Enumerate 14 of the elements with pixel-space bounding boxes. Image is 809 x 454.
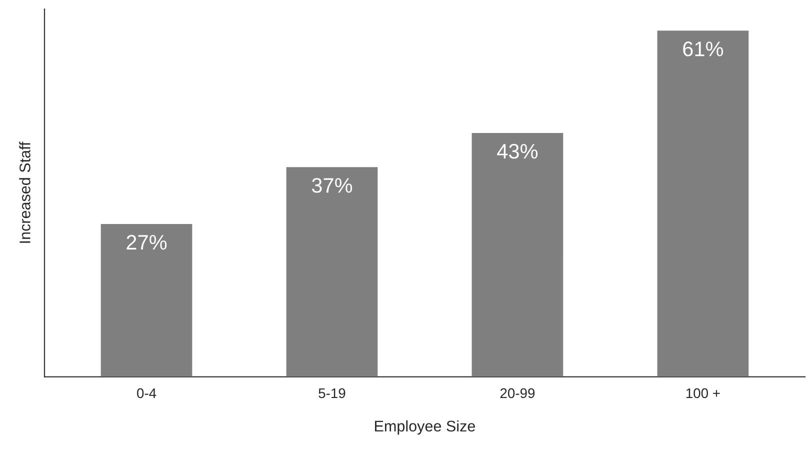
x-tick-label: 0-4 [137,388,156,398]
bar [656,29,750,377]
x-tick-label: 20-99 [500,388,535,398]
bar [470,132,565,377]
y-axis-title: Increased Staff [19,142,30,243]
x-axis-title: Employee Size [375,420,475,435]
bar [99,222,194,377]
data-label: 27% [126,234,167,250]
data-label: 37% [312,178,352,193]
data-label: 61% [683,42,724,56]
x-tick-label: 100 + [686,388,720,398]
x-tick-label: 5-19 [318,388,346,398]
bar [284,166,380,377]
data-label: 43% [497,144,538,159]
